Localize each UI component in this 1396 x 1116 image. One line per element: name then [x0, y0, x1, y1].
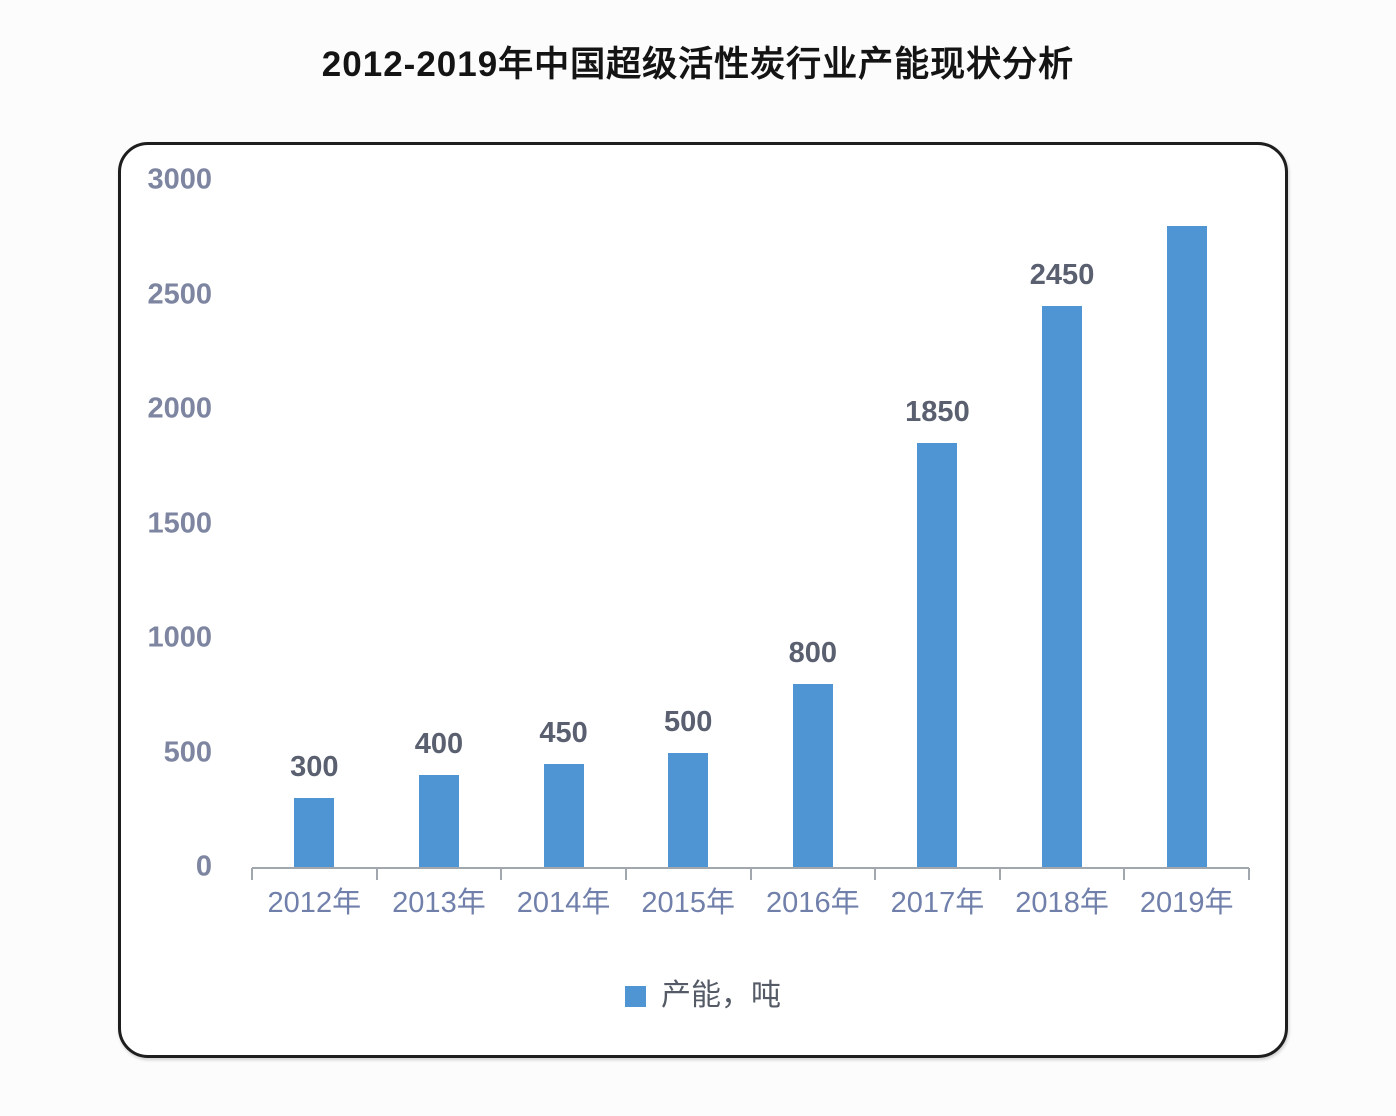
bar-value-label: 450 [539, 716, 588, 749]
bar [792, 683, 833, 867]
y-axis-tick-label: 0 [195, 850, 212, 883]
x-axis-tick [375, 868, 378, 880]
chart-card: 0 500 1000 1500 2000 2500 3000 2012年 300 2013年 400… [118, 142, 1288, 1058]
y-axis-tick-label: 2500 [147, 278, 212, 310]
bar-value-label: 800 [788, 636, 838, 669]
x-axis-label: 2017年 [890, 887, 985, 919]
x-axis-tick [251, 868, 253, 880]
x-axis-tick [624, 868, 627, 880]
x-axis-label: 2016年 [766, 887, 860, 919]
legend-label: 产能，吨 [661, 979, 781, 1012]
y-axis-tick-label: 1500 [147, 507, 212, 539]
chart-title: 2012-2019年中国超级活性炭行业产能现状分析 [321, 45, 1075, 84]
bar-value-label: 500 [663, 705, 713, 738]
bar [543, 763, 584, 867]
x-axis-tick [1248, 868, 1250, 880]
x-axis-label: 2015年 [641, 887, 735, 919]
x-axis-tick [874, 868, 877, 880]
x-axis-label: 2012年 [267, 887, 362, 919]
bar [1166, 225, 1207, 867]
bar-value-label: 2450 [1029, 258, 1095, 291]
plot-area: 0 500 1000 1500 2000 2500 3000 2012年 300 2013年 400… [147, 165, 1250, 918]
bar [668, 752, 709, 867]
y-axis-tick-label: 3000 [147, 163, 212, 196]
x-axis-tick [500, 868, 503, 880]
x-axis-label: 2013年 [392, 887, 486, 919]
x-axis-tick [749, 868, 752, 880]
y-axis-tick-label: 1000 [147, 621, 212, 654]
bar-value-label: 400 [414, 728, 464, 761]
y-axis-tick-label: 500 [163, 736, 212, 768]
bar [294, 798, 335, 867]
bar-value-label: 300 [290, 751, 339, 784]
bar [1042, 305, 1083, 867]
x-axis-tick [998, 868, 1001, 880]
legend-swatch-icon [625, 985, 646, 1007]
bar-value-label: 1850 [905, 396, 970, 429]
bar [418, 775, 459, 867]
x-axis-tick [1123, 868, 1126, 880]
x-axis-label: 2014年 [516, 887, 611, 919]
legend: 产能，吨 [121, 981, 1285, 1011]
x-axis-label: 2018年 [1015, 887, 1109, 919]
bar [917, 443, 958, 867]
y-axis-tick-label: 2000 [147, 392, 212, 425]
x-axis-label: 2019年 [1139, 887, 1234, 919]
